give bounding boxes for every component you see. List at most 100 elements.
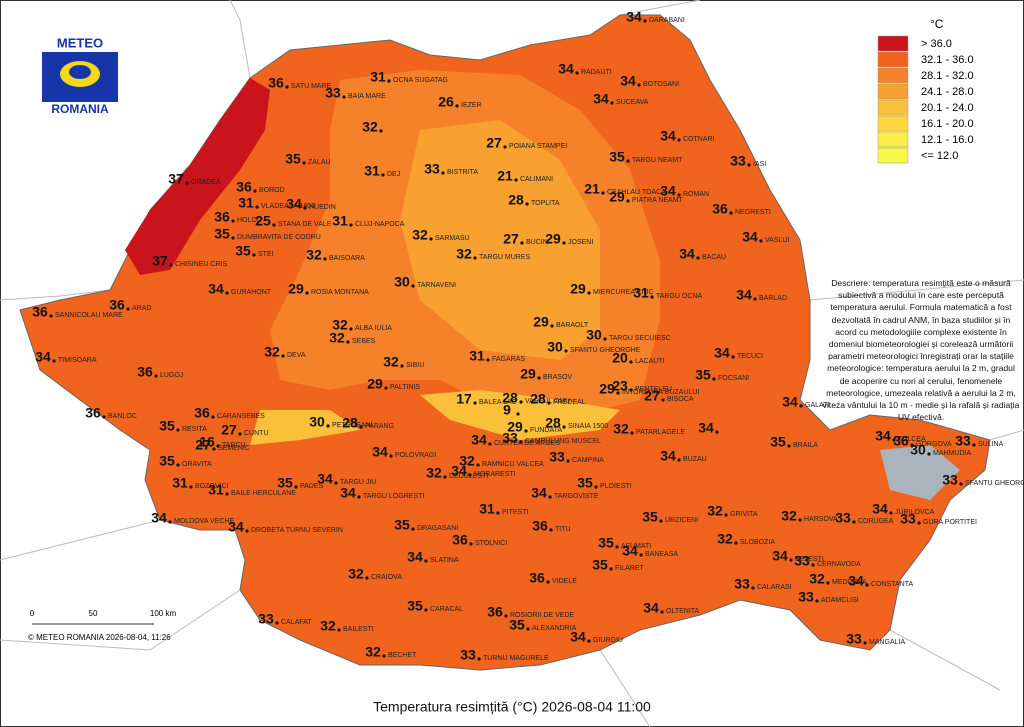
- station-value: 34: [317, 471, 333, 487]
- station-name: CALAFAT: [281, 619, 312, 626]
- station-dot: [863, 641, 867, 645]
- station-dot: [959, 482, 963, 486]
- station-value: 34: [626, 9, 642, 25]
- station-name: ALEXANDRIA: [532, 625, 577, 632]
- station-dot: [519, 400, 523, 404]
- station-dot: [429, 237, 433, 241]
- station-name: TARGU LOGRESTI: [363, 493, 424, 500]
- station-value: 32: [613, 421, 629, 437]
- station-name: SLATINA: [430, 557, 459, 564]
- station-name: BANEASA: [645, 551, 678, 558]
- scale-label: 100 km: [150, 609, 177, 618]
- station-value: 34: [35, 349, 51, 365]
- station-dot: [346, 340, 350, 344]
- station-value: 36: [487, 604, 503, 620]
- station-name: VASLUI: [765, 237, 789, 244]
- station-dot: [176, 428, 180, 432]
- station-value: 32: [306, 247, 322, 263]
- station-dot: [889, 511, 893, 515]
- station-value: 33: [942, 472, 958, 488]
- legend-label: 20.1 - 24.0: [921, 102, 974, 114]
- station-name: MEDGIDIA: [832, 579, 867, 586]
- station-value: 34: [660, 448, 676, 464]
- station-name: MOLDOVA VECHE: [174, 518, 234, 525]
- station-dot: [238, 432, 242, 436]
- legend-label: 28.1 - 32.0: [921, 70, 974, 82]
- station-name: VLADEASA 1800: [261, 203, 315, 210]
- station-name: STANA DE VALE: [278, 221, 332, 228]
- station-dot: [326, 424, 330, 428]
- station-name: DEVA: [287, 352, 306, 359]
- station-value: 32: [320, 618, 336, 634]
- station-name: BAILESTI: [343, 626, 374, 633]
- station-name: CRAIOVA: [371, 574, 402, 581]
- station-dot: [503, 145, 507, 149]
- station-value: 34: [558, 61, 574, 77]
- station-name: CALIMANI: [520, 176, 553, 183]
- station-value: 29: [288, 281, 304, 297]
- station-value: 33: [955, 433, 971, 449]
- station-name: TARCU: [222, 442, 246, 449]
- station-dot: [176, 463, 180, 467]
- station-name: SFANTU GHEORGHE: [965, 480, 1024, 487]
- station-name: TARGU MURES: [479, 254, 531, 261]
- station-dot: [677, 193, 681, 197]
- station-name: CARACAL: [430, 606, 463, 613]
- station-dot: [323, 257, 327, 261]
- station-name: GIURGIU: [593, 637, 623, 644]
- station-value: 36: [893, 433, 909, 449]
- station-value: 32: [365, 644, 381, 660]
- station-value: 31: [479, 501, 495, 517]
- station-name: MAHMUDIA: [933, 450, 971, 457]
- station-name: BRAILA: [793, 442, 818, 449]
- station-name: PREDEAL: [553, 399, 586, 406]
- station-value: 27: [221, 422, 237, 438]
- station-dot: [305, 291, 309, 295]
- station-value: 32: [781, 508, 797, 524]
- station-dot: [798, 518, 802, 522]
- station-dot: [302, 161, 306, 165]
- station-dot: [759, 239, 763, 243]
- station-value: 33: [794, 553, 810, 569]
- station-dot: [734, 541, 738, 545]
- station-name: BAILE HERCULANE: [231, 490, 296, 497]
- station-value: 35: [159, 418, 175, 434]
- station-value: 35: [770, 434, 786, 450]
- station-value: 33: [502, 430, 518, 446]
- station-value: 34: [782, 394, 798, 410]
- station-name: BRASOV: [543, 374, 573, 381]
- station-dot: [225, 291, 229, 295]
- station-name: ORADEA: [191, 179, 221, 186]
- legend-label: <= 12.0: [921, 150, 958, 162]
- station-value: 34: [151, 510, 167, 526]
- station-name: OLTENITA: [666, 608, 700, 615]
- station-name: CEAHLAU TOACA: [607, 189, 666, 196]
- station-value: 30: [547, 339, 563, 355]
- station-dot: [629, 388, 633, 392]
- station-value: 28: [502, 390, 518, 406]
- station-dot: [650, 295, 654, 299]
- station-name: PARANG: [365, 423, 394, 430]
- station-value: 29: [507, 419, 523, 435]
- station-dot: [231, 219, 235, 223]
- station-name: CORUGEA: [858, 518, 894, 525]
- legend-swatch: [877, 115, 909, 132]
- station-dot: [387, 79, 391, 83]
- station-dot: [520, 241, 524, 245]
- legend-swatch: [877, 35, 909, 52]
- station-dot: [811, 563, 815, 567]
- hot-zone: [125, 78, 270, 275]
- station-dot: [826, 581, 830, 585]
- station-name: CHISINEU CRIS: [175, 261, 227, 268]
- station-value: 28: [545, 415, 561, 431]
- station-value: 31: [633, 285, 649, 301]
- station-dot: [496, 511, 500, 515]
- station-value: 35: [577, 475, 593, 491]
- station-value: 34: [286, 196, 302, 212]
- station-dot: [424, 608, 428, 612]
- station-dot: [384, 386, 388, 390]
- station-name: BANLOC: [108, 413, 137, 420]
- legend-swatch: [877, 51, 909, 68]
- station-name: SLOBOZIA: [740, 539, 775, 546]
